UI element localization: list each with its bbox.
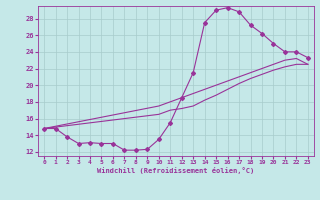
X-axis label: Windchill (Refroidissement éolien,°C): Windchill (Refroidissement éolien,°C)	[97, 167, 255, 174]
